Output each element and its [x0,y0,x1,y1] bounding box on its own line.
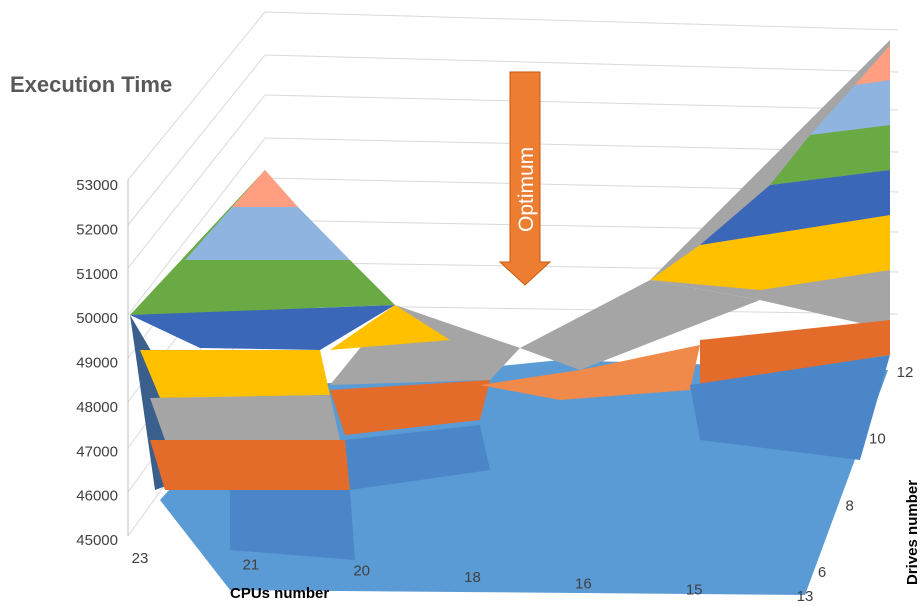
y-tick-label: 46000 [76,488,118,505]
x-ticks: 23 21 20 18 16 15 13 [132,550,814,605]
y-ticks: 45000 46000 47000 48000 49000 50000 51000 52000… [76,177,118,549]
z-tick-label: 8 [845,497,853,514]
y-tick-label: 50000 [76,310,118,327]
band-lightblue-left [185,207,350,260]
band-lightblue-right [810,80,890,135]
band-green-right [770,125,890,185]
x-tick-label: 16 [575,575,592,592]
band-yellow-left [140,350,330,398]
optimum-label: Optimum [515,147,538,232]
optimum-arrow: Optimum [498,71,552,286]
band-gray-right-ridge [520,280,760,370]
z-ticks: 6 8 10 12 [818,364,914,581]
y-tick-label: 47000 [76,443,118,460]
band-blue-center [345,425,490,490]
band-orange-left [150,440,350,490]
band-yellow-right [650,215,890,290]
x-tick-label: 15 [686,582,703,599]
wall-line-2 [127,94,266,269]
surface-mesh [130,40,890,595]
band-peak-right [855,45,890,85]
y-tick-label: 51000 [76,266,118,283]
y-tick-label: 48000 [76,399,118,416]
z-tick-label: 10 [869,431,886,448]
band-blue-right [560,395,700,460]
x-tick-label: 20 [353,563,370,580]
back-line-1 [264,54,899,73]
z-axis-title: Drives number [904,480,921,585]
band-blue-low-left [230,490,355,560]
band-orange-right [480,345,700,400]
y-tick-label: 49000 [76,355,118,372]
back-line-0 [264,11,899,31]
band-blue-right-2 [700,170,890,245]
band-orange-center [330,380,490,435]
back-line-2 [264,94,899,111]
z-tick-label: 12 [897,364,914,381]
band-orange-right-2 [700,320,890,385]
wall-line-1 [127,54,266,226]
y-tick-label: 53000 [76,177,118,194]
x-tick-label: 23 [132,550,149,567]
band-yellow-center [330,305,450,350]
arrow-shape [498,71,552,286]
chart-title: Execution Time [10,72,172,97]
wall-line-0 [127,11,266,181]
y-tick-label: 45000 [76,532,118,549]
band-gray-left [150,395,340,440]
x-tick-label: 18 [464,569,481,586]
x-tick-label: 21 [242,556,259,573]
z-tick-label: 6 [818,564,826,581]
x-axis-title: CPUs number [230,585,329,602]
band-green-left-2 [130,260,395,315]
y-tick-label: 52000 [76,221,118,238]
band-blue-right-low [690,355,890,460]
band-gray-center [330,305,520,385]
band-blue-left [130,305,395,350]
wall-line-3 [127,137,266,316]
band-peak-left [232,170,298,207]
x-tick-label: 13 [797,588,814,605]
